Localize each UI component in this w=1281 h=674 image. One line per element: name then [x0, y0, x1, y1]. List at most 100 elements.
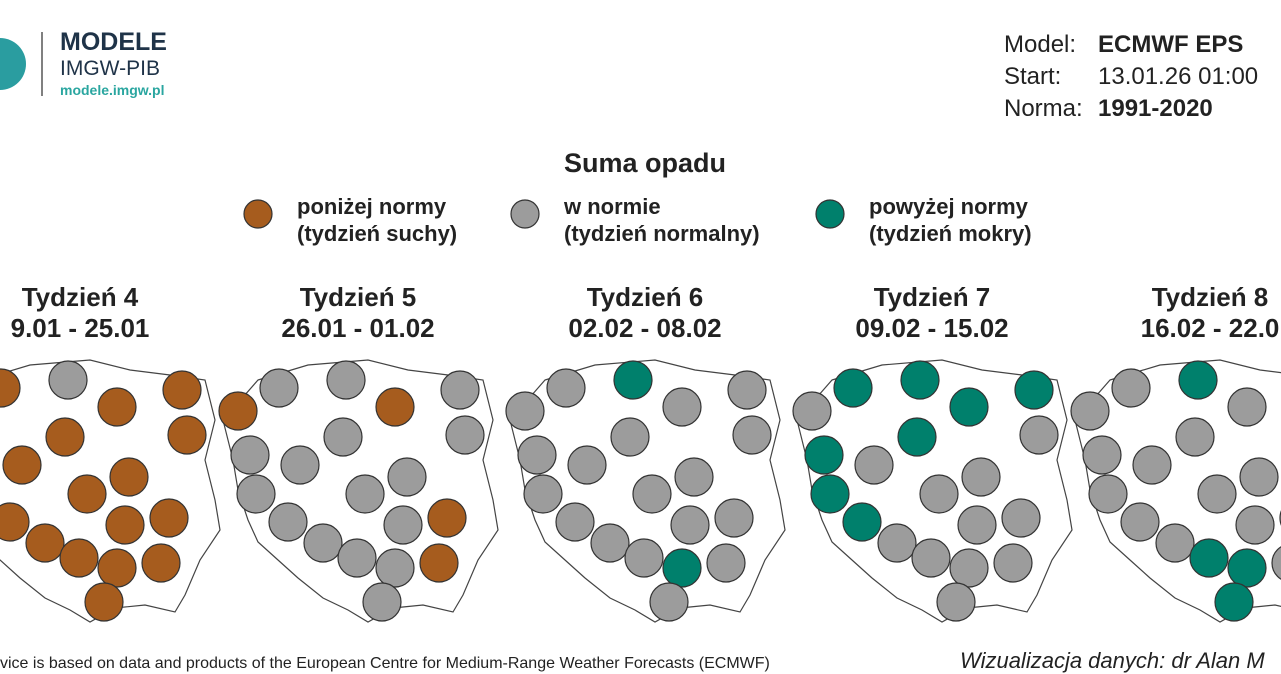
region-marker — [670, 505, 710, 545]
region-marker — [1001, 498, 1041, 538]
org: IMGW-PIB — [60, 57, 160, 80]
week-title: Tydzień 7 — [874, 282, 991, 312]
url: modele.imgw.pl — [60, 82, 165, 98]
week-title: Tydzień 8 — [1152, 282, 1269, 312]
region-marker — [632, 474, 672, 514]
region-marker — [383, 505, 423, 545]
week-dates: 9.01 - 25.01 — [11, 313, 150, 343]
legend-marker — [243, 199, 273, 229]
region-marker — [517, 435, 557, 475]
region-marker — [1227, 548, 1267, 588]
meta-value: ECMWF EPS — [1098, 31, 1243, 58]
region-marker — [897, 417, 937, 457]
region-marker — [59, 538, 99, 578]
region-marker — [804, 435, 844, 475]
region-marker — [97, 387, 137, 427]
region-marker — [337, 538, 377, 578]
region-marker — [1178, 360, 1218, 400]
region-marker — [1019, 415, 1059, 455]
week-dates: 09.02 - 15.02 — [855, 313, 1008, 343]
region-marker — [714, 498, 754, 538]
region-marker — [610, 417, 650, 457]
legend-label: (tydzień normalny) — [564, 221, 760, 246]
meta-label: Norma: — [1004, 95, 1083, 122]
meta-label: Model: — [1004, 31, 1076, 58]
region-marker — [2, 445, 42, 485]
region-marker — [949, 387, 989, 427]
region-marker — [345, 474, 385, 514]
region-marker — [109, 457, 149, 497]
region-marker — [375, 548, 415, 588]
region-marker — [419, 543, 459, 583]
legend-label: w normie — [563, 194, 661, 219]
region-marker — [555, 502, 595, 542]
region-marker — [303, 523, 343, 563]
region-marker — [326, 360, 366, 400]
region-marker — [84, 582, 124, 622]
region-marker — [523, 474, 563, 514]
region-marker — [1155, 523, 1195, 563]
week-title: Tydzień 6 — [587, 282, 704, 312]
region-marker — [149, 498, 189, 538]
region-marker — [162, 370, 202, 410]
week-title: Tydzień 5 — [300, 282, 417, 312]
region-marker — [1235, 505, 1275, 545]
region-marker — [25, 523, 65, 563]
region-marker — [1197, 474, 1237, 514]
region-marker — [48, 360, 88, 400]
legend-marker — [815, 199, 845, 229]
week-dates: 16.02 - 22.0 — [1141, 313, 1280, 343]
region-marker — [854, 445, 894, 485]
region-marker — [1271, 546, 1281, 580]
footer-left: vice is based on data and products of th… — [0, 655, 770, 672]
region-marker — [613, 360, 653, 400]
week-dates: 26.01 - 01.02 — [281, 313, 434, 343]
region-marker — [949, 548, 989, 588]
brand: MODELE — [60, 28, 167, 56]
region-marker — [546, 368, 586, 408]
meta-label: Start: — [1004, 63, 1061, 90]
region-marker — [1214, 582, 1254, 622]
meta-value: 13.01.26 01:00 — [1098, 63, 1258, 90]
region-marker — [900, 360, 940, 400]
region-marker — [1070, 391, 1110, 431]
region-marker — [727, 370, 767, 410]
region-marker — [445, 415, 485, 455]
region-marker — [0, 502, 30, 542]
region-marker — [1111, 368, 1151, 408]
region-marker — [387, 457, 427, 497]
region-marker — [590, 523, 630, 563]
region-marker — [259, 368, 299, 408]
region-marker — [97, 548, 137, 588]
region-marker — [1120, 502, 1160, 542]
region-marker — [167, 415, 207, 455]
region-marker — [810, 474, 850, 514]
region-marker — [45, 417, 85, 457]
region-marker — [0, 368, 21, 408]
region-marker — [427, 498, 467, 538]
region-marker — [268, 502, 308, 542]
region-marker — [230, 435, 270, 475]
region-marker — [624, 538, 664, 578]
region-marker — [1088, 474, 1128, 514]
region-marker — [1132, 445, 1172, 485]
legend-label: powyżej normy — [869, 194, 1029, 219]
region-marker — [911, 538, 951, 578]
region-marker — [1082, 435, 1122, 475]
region-marker — [440, 370, 480, 410]
week-dates: 02.02 - 08.02 — [568, 313, 721, 343]
region-marker — [1227, 387, 1267, 427]
region-marker — [67, 474, 107, 514]
region-marker — [993, 543, 1033, 583]
footer-right: Wizualizacja danych: dr Alan M — [960, 648, 1265, 673]
region-marker — [792, 391, 832, 431]
region-marker — [674, 457, 714, 497]
region-marker — [236, 474, 276, 514]
region-marker — [375, 387, 415, 427]
legend-label: (tydzień suchy) — [297, 221, 457, 246]
legend-label: poniżej normy — [297, 194, 447, 219]
region-marker — [362, 582, 402, 622]
region-marker — [936, 582, 976, 622]
region-marker — [706, 543, 746, 583]
region-marker — [833, 368, 873, 408]
